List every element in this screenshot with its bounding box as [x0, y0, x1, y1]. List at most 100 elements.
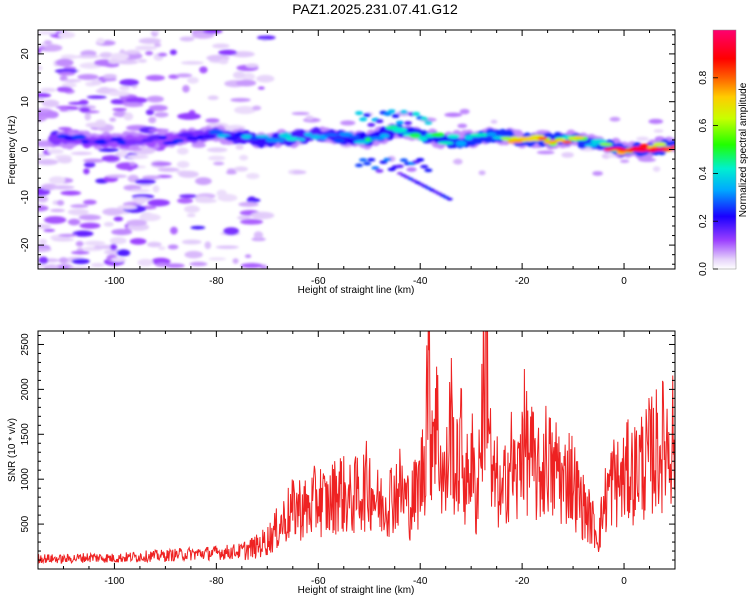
- snr-x-tick-label: -80: [209, 576, 224, 587]
- spectrogram-cell: [90, 79, 102, 86]
- spectrogram-cell: [375, 169, 384, 173]
- spectrogram-x-label: Height of straight line (km): [298, 285, 415, 296]
- colorbar-label: Normalized spectral amplitude: [738, 82, 749, 217]
- spectrogram-cell: [235, 144, 244, 150]
- colorbar-tick-label: 0.4: [698, 166, 709, 180]
- spectrogram-x-tick-label: 0: [621, 276, 627, 287]
- spectrogram-cell: [38, 92, 51, 98]
- spectrogram-cell: [232, 71, 246, 79]
- spectrogram-cell: [135, 45, 157, 51]
- spectrogram-cell: [255, 134, 269, 138]
- spectrogram-cell: [407, 177, 414, 181]
- spectrogram-cell: [50, 208, 65, 213]
- spectrogram-cell: [110, 52, 130, 60]
- spectrogram-cell: [119, 149, 128, 157]
- chart-title: PAZ1.2025.231.07.41.G12: [292, 1, 458, 17]
- colorbar-ticks: 0.0 0.2 0.4 0.6 0.8: [698, 70, 718, 276]
- spectrogram-cell: [129, 161, 136, 166]
- spectrogram-cell: [457, 123, 468, 129]
- spectrogram-cell: [187, 77, 199, 84]
- spectrogram-cell: [85, 122, 107, 128]
- spectrogram-cell: [648, 118, 664, 125]
- spectrogram-cell: [291, 111, 310, 116]
- spectrogram-cell: [38, 256, 49, 265]
- spectrogram-cell: [234, 166, 249, 172]
- spectrogram-cell: [212, 43, 230, 49]
- spectrogram-x-tick-label: -40: [413, 276, 428, 287]
- spectrogram-cell: [38, 48, 42, 54]
- spectrogram-cell: [67, 218, 81, 226]
- spectrogram-cell: [126, 219, 147, 226]
- spectrogram-cell: [106, 174, 128, 179]
- spectrogram-cell: [256, 74, 275, 83]
- spectrogram-cell: [54, 68, 78, 74]
- spectrogram-y-tick-label: -20: [20, 237, 31, 252]
- spectrogram-cell: [38, 224, 52, 229]
- spectrogram-cell: [147, 199, 170, 207]
- spectrogram-cell: [234, 106, 257, 115]
- spectrogram-cell: [157, 52, 168, 57]
- spectrogram-cell: [363, 113, 372, 118]
- spectrogram-cell: [225, 170, 237, 175]
- spectrogram-cell: [310, 134, 322, 140]
- spectrogram-cell: [383, 157, 392, 162]
- spectrogram-cell: [108, 58, 121, 64]
- spectrogram-cell: [439, 194, 446, 197]
- spectrogram-cell: [186, 213, 196, 218]
- spectrogram-cell: [348, 135, 360, 139]
- spectrogram-cell: [403, 121, 412, 126]
- spectrogram-cell: [66, 106, 79, 111]
- snr-y-tick-label: 2500: [20, 333, 31, 356]
- spectrogram-cell: [47, 148, 64, 154]
- spectrogram-cell: [367, 122, 376, 127]
- spectrogram-cell: [444, 112, 463, 118]
- spectrogram-cell: [183, 205, 200, 213]
- spectrogram-cell: [411, 179, 418, 183]
- spectrogram-cell: [500, 136, 513, 141]
- spectrogram-cell: [379, 160, 388, 164]
- spectrogram-cell: [230, 97, 251, 102]
- spectrogram-cell: [446, 197, 453, 201]
- spectrogram-cell: [453, 158, 463, 165]
- spectrogram-cell: [239, 154, 249, 161]
- spectrogram-cell: [60, 190, 82, 196]
- spectrogram-cell: [359, 158, 368, 162]
- spectrogram-cell: [172, 138, 184, 143]
- spectrogram-cell: [101, 155, 120, 162]
- spectrogram-cell: [443, 195, 450, 199]
- spectrogram-cell: [478, 170, 486, 176]
- spectrogram-cell: [58, 257, 69, 264]
- spectrogram-cell: [470, 133, 483, 138]
- spectrogram-x-tick-label: -100: [104, 276, 124, 287]
- spectrogram-cell: [246, 172, 260, 180]
- snr-x-tick-label: -40: [413, 576, 428, 587]
- spectrogram-cell: [652, 166, 661, 172]
- spectrogram-cell: [139, 213, 161, 222]
- spectrogram-cell: [332, 137, 345, 144]
- spectrogram-cell: [218, 49, 238, 56]
- spectrogram-cell: [189, 261, 208, 267]
- spectrogram-cell: [48, 176, 66, 185]
- spectrogram-cell: [295, 137, 306, 142]
- spectrogram-cell: [218, 58, 229, 65]
- spectrogram-cell: [117, 205, 138, 210]
- snr-frame: [37, 330, 676, 570]
- spectrogram-cell: [112, 107, 127, 112]
- spectrogram-cell: [145, 109, 155, 116]
- spectrogram-cell: [199, 66, 208, 74]
- spectrogram-cell: [257, 35, 276, 40]
- spectrogram-cell: [371, 166, 380, 170]
- spectrogram-cell: [369, 136, 384, 141]
- spectrogram-cell: [424, 120, 433, 125]
- spectrogram-cell: [58, 233, 77, 238]
- spectrogram-cell: [224, 135, 239, 141]
- spectrogram-cell: [241, 134, 253, 140]
- spectrogram-cell: [399, 158, 408, 163]
- spectrogram-cell: [421, 184, 428, 188]
- snr-x-tick-label: -100: [104, 576, 124, 587]
- spectrogram-cell: [38, 31, 57, 35]
- spectrogram-cell: [590, 138, 607, 145]
- spectrogram-cell: [109, 117, 117, 122]
- colorbar-tick-label: 0.0: [698, 262, 709, 276]
- spectrogram-y-tick-label: 0: [20, 146, 31, 152]
